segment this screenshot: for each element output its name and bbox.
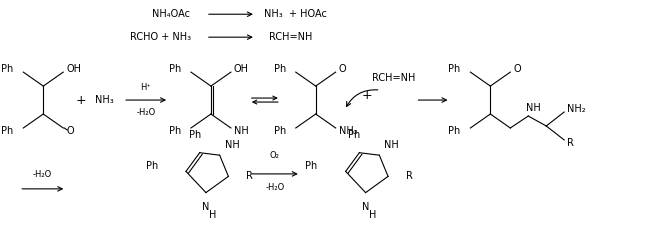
- Text: +: +: [362, 89, 372, 102]
- Text: OH: OH: [66, 64, 81, 74]
- Text: Ph: Ph: [169, 64, 181, 74]
- Text: Ph: Ph: [1, 126, 13, 136]
- Text: R: R: [406, 171, 413, 181]
- Text: Ph: Ph: [188, 130, 201, 140]
- Text: NH: NH: [384, 140, 399, 150]
- Text: Ph: Ph: [1, 64, 13, 74]
- Text: RCH=NH: RCH=NH: [372, 73, 415, 83]
- Text: Ph: Ph: [448, 64, 461, 74]
- Text: O: O: [338, 64, 346, 74]
- Text: Ph: Ph: [274, 64, 286, 74]
- Text: O₂: O₂: [270, 151, 280, 161]
- Text: NH₂: NH₂: [338, 126, 358, 136]
- Text: RCH=NH: RCH=NH: [269, 32, 313, 42]
- Text: NH₃: NH₃: [95, 95, 114, 105]
- Text: R: R: [567, 138, 574, 148]
- Text: NH: NH: [225, 140, 239, 150]
- Text: O: O: [66, 126, 74, 136]
- Text: Ph: Ph: [348, 130, 360, 140]
- Text: OH: OH: [234, 64, 249, 74]
- Text: RCHO + NH₃: RCHO + NH₃: [130, 32, 192, 42]
- Text: Ph: Ph: [448, 126, 461, 136]
- Text: Ph: Ph: [305, 161, 318, 171]
- Text: NH: NH: [234, 126, 249, 136]
- Text: NH₃  + HOAc: NH₃ + HOAc: [264, 9, 327, 19]
- Text: -H₂O: -H₂O: [265, 183, 284, 192]
- Text: Ph: Ph: [169, 126, 181, 136]
- Text: N: N: [202, 202, 210, 212]
- Text: NH₄OAc: NH₄OAc: [152, 9, 190, 19]
- Text: N: N: [362, 202, 369, 212]
- Text: R: R: [247, 171, 253, 181]
- Text: H: H: [210, 209, 217, 220]
- Text: Ph: Ph: [146, 161, 158, 171]
- Text: +: +: [76, 94, 87, 106]
- Text: O: O: [514, 64, 521, 74]
- Text: NH₂: NH₂: [567, 104, 586, 114]
- Text: Ph: Ph: [274, 126, 286, 136]
- Text: -H₂O: -H₂O: [32, 170, 52, 179]
- Text: -H₂O: -H₂O: [136, 107, 156, 117]
- Text: H⁺: H⁺: [141, 82, 151, 92]
- Text: H: H: [369, 209, 376, 220]
- Text: NH: NH: [526, 103, 541, 113]
